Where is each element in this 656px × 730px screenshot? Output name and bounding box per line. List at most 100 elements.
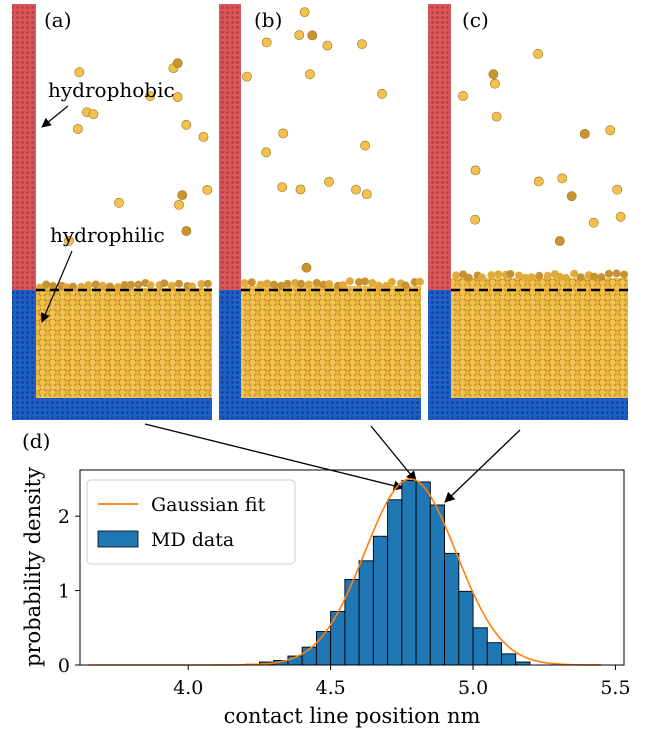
surface-particle	[91, 280, 100, 289]
surface-particle	[304, 280, 313, 289]
surface-particle	[368, 279, 377, 287]
vapor-particle	[174, 199, 184, 210]
surface-particle	[478, 273, 486, 282]
hydrophobic-arrow	[41, 105, 69, 128]
snapshot-panel-c: (c)	[428, 4, 629, 420]
vapor-particle	[351, 184, 361, 195]
surface-particle	[247, 278, 256, 287]
surface-particle	[562, 273, 571, 282]
surface-particle	[42, 280, 51, 289]
hydrophilic-wall	[428, 290, 451, 420]
vapor-particle	[172, 58, 183, 69]
vapor-particle	[172, 92, 183, 102]
vapor-particle	[202, 184, 213, 195]
surface-particle	[556, 272, 565, 281]
surface-particle	[312, 278, 321, 287]
snapshot-panel-b: (b)	[219, 4, 424, 420]
vapor-particle	[278, 128, 289, 139]
substrate	[428, 398, 628, 420]
surface-particle	[113, 283, 122, 291]
histogram-bar	[315, 631, 332, 666]
vapor-particle	[305, 69, 315, 80]
vapor-particle	[177, 190, 188, 200]
y-tick-label: 0	[58, 655, 70, 677]
surface-particle	[339, 281, 348, 290]
vapor-particle	[491, 111, 502, 122]
vapor-particles	[452, 49, 629, 282]
liquid-slab	[241, 286, 421, 398]
vapor-particle	[295, 184, 306, 195]
surface-particle	[263, 279, 272, 288]
surface-particle	[146, 281, 155, 290]
surface-particle	[374, 281, 383, 290]
histogram-bar	[415, 481, 431, 666]
surface-particle	[487, 271, 496, 280]
surface-particle	[515, 271, 523, 280]
surface-particle	[84, 281, 93, 290]
hydrophilic-arrow	[40, 250, 73, 323]
surface-particle	[570, 269, 579, 278]
vapor-particle	[145, 91, 155, 102]
x-axis-label: contact line position nm	[224, 704, 481, 728]
surface-particle	[401, 281, 410, 290]
vapor-particle	[360, 140, 370, 151]
surface-particle	[291, 278, 300, 287]
histogram-bar	[501, 653, 517, 666]
surface-particle	[270, 280, 279, 289]
surface-particle	[345, 277, 354, 286]
vapor-particle	[470, 214, 480, 225]
surface-particle	[612, 269, 621, 278]
liquid-slab	[451, 278, 628, 398]
histogram-bar	[472, 627, 488, 666]
substrate	[12, 398, 212, 420]
surface-particle	[120, 281, 129, 289]
surface-particle	[597, 273, 606, 282]
histogram-bars	[244, 479, 531, 666]
vapor-particle	[181, 226, 192, 236]
surface-particle	[464, 273, 473, 282]
y-axis-ticks: 0 1 2	[58, 506, 80, 677]
surface-particle	[240, 279, 249, 288]
surface-particle	[494, 270, 503, 279]
vapor-particle	[181, 119, 192, 130]
arrow-from-c	[444, 429, 521, 503]
x-tick-label: 4.0	[173, 677, 203, 699]
x-tick-label: 4.5	[316, 677, 346, 699]
histogram-bar	[330, 610, 346, 666]
surface-particle	[543, 271, 552, 280]
surface-particle	[620, 270, 629, 279]
y-tick-label: 1	[58, 581, 70, 603]
x-tick-label: 5.0	[458, 677, 488, 699]
vapor-particle	[615, 211, 626, 222]
surface-particle	[106, 282, 114, 291]
vapor-particle	[198, 131, 209, 142]
vapor-particle	[533, 176, 544, 187]
surface-particle	[590, 272, 599, 281]
hydrophobic-wall	[219, 4, 241, 290]
surface-particle	[527, 273, 536, 282]
vapor-particles	[240, 7, 424, 290]
vapor-particle	[74, 67, 85, 78]
surface-particle	[167, 281, 176, 290]
vapor-particle	[114, 197, 124, 208]
vapor-particle	[324, 176, 334, 187]
hydrophobic-wall	[428, 4, 451, 290]
x-axis-ticks: 4.0 4.5 5.0 5.5	[173, 665, 631, 699]
histogram-bar	[444, 552, 460, 666]
substrate	[219, 398, 421, 420]
surface-particle	[361, 277, 369, 286]
vapor-particle	[612, 184, 623, 195]
surface-particle	[283, 279, 292, 288]
surface-particle	[506, 270, 515, 278]
legend-bar-swatch	[97, 530, 139, 548]
vapor-particle	[322, 40, 333, 51]
vapor-particle	[361, 189, 372, 199]
surface-particle	[355, 278, 363, 287]
surface-particle	[576, 273, 585, 282]
hydrophobic-annotation: hydrophobic	[48, 78, 175, 102]
liquid-slab	[36, 288, 212, 398]
panel-label-c: (c)	[462, 8, 489, 32]
vapor-particle	[554, 236, 565, 246]
vapor-particle	[458, 91, 468, 101]
surface-particle	[126, 280, 135, 289]
